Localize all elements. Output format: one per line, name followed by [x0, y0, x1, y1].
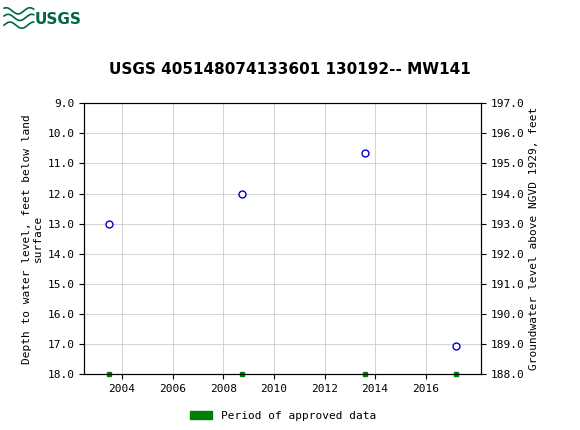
Y-axis label: Groundwater level above NGVD 1929, feet: Groundwater level above NGVD 1929, feet	[529, 107, 539, 370]
Text: USGS: USGS	[35, 12, 81, 27]
Bar	[3, 3, 96, 36]
Text: USGS 405148074133601 130192-- MW141: USGS 405148074133601 130192-- MW141	[109, 62, 471, 77]
Legend: Period of approved data: Period of approved data	[185, 406, 380, 425]
Y-axis label: Depth to water level, feet below land
surface: Depth to water level, feet below land su…	[21, 114, 44, 363]
